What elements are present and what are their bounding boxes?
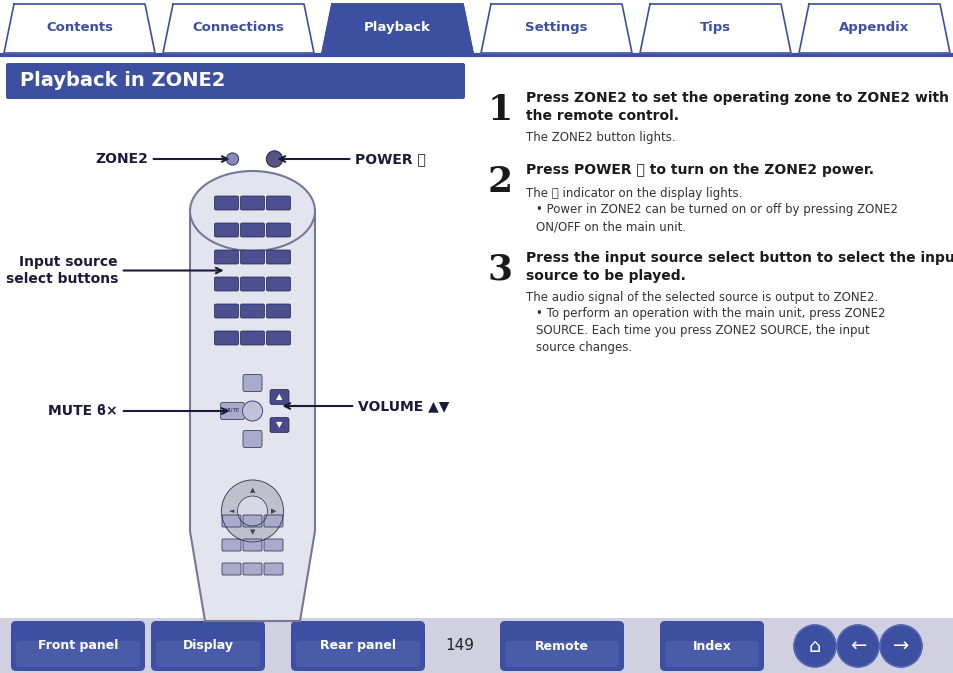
Text: Rear panel: Rear panel (319, 639, 395, 653)
FancyBboxPatch shape (266, 277, 291, 291)
Text: 1: 1 (488, 93, 513, 127)
Polygon shape (480, 4, 631, 53)
Text: MUTE: MUTE (225, 409, 240, 413)
Text: 3: 3 (488, 253, 513, 287)
Polygon shape (163, 4, 314, 53)
FancyBboxPatch shape (222, 515, 241, 527)
FancyBboxPatch shape (243, 539, 262, 551)
Text: ▶: ▶ (271, 508, 276, 514)
Text: Remote: Remote (535, 639, 588, 653)
Text: ▲: ▲ (250, 487, 254, 493)
FancyBboxPatch shape (243, 431, 262, 448)
Text: ←: ← (849, 637, 865, 656)
FancyBboxPatch shape (291, 621, 424, 671)
Text: ⌂: ⌂ (808, 637, 821, 656)
FancyBboxPatch shape (264, 563, 283, 575)
Text: • To perform an operation with the main unit, press ZONE2
SOURCE. Each time you : • To perform an operation with the main … (536, 307, 884, 354)
FancyBboxPatch shape (11, 621, 145, 671)
FancyBboxPatch shape (156, 641, 260, 667)
Text: Press ZONE2 to set the operating zone to ZONE2 with
the remote control.: Press ZONE2 to set the operating zone to… (525, 91, 948, 123)
FancyBboxPatch shape (664, 641, 759, 667)
Text: The ZONE2 button lights.: The ZONE2 button lights. (525, 131, 675, 144)
FancyBboxPatch shape (151, 621, 265, 671)
Text: Front panel: Front panel (38, 639, 118, 653)
FancyBboxPatch shape (266, 223, 291, 237)
Polygon shape (322, 4, 473, 53)
FancyBboxPatch shape (222, 539, 241, 551)
FancyBboxPatch shape (240, 196, 264, 210)
Text: The ㎣ indicator on the display lights.: The ㎣ indicator on the display lights. (525, 187, 741, 200)
FancyBboxPatch shape (266, 196, 291, 210)
Text: Display: Display (182, 639, 233, 653)
Text: VOLUME ▲▼: VOLUME ▲▼ (284, 399, 449, 413)
Text: Press the input source select button to select the input
source to be played.: Press the input source select button to … (525, 251, 953, 283)
Text: ◄: ◄ (229, 508, 233, 514)
Text: Appendix: Appendix (839, 21, 908, 34)
FancyBboxPatch shape (243, 563, 262, 575)
FancyBboxPatch shape (243, 515, 262, 527)
FancyBboxPatch shape (240, 304, 264, 318)
Bar (0, 618, 953, 673)
Polygon shape (639, 4, 790, 53)
FancyBboxPatch shape (240, 223, 264, 237)
Text: →: → (892, 637, 908, 656)
FancyBboxPatch shape (295, 641, 419, 667)
Polygon shape (190, 211, 314, 621)
Text: 2: 2 (488, 165, 513, 199)
FancyBboxPatch shape (264, 539, 283, 551)
FancyBboxPatch shape (240, 331, 264, 345)
Text: Press POWER ⏻ to turn on the ZONE2 power.: Press POWER ⏻ to turn on the ZONE2 power… (525, 163, 873, 177)
Text: Playback in ZONE2: Playback in ZONE2 (20, 71, 225, 90)
FancyBboxPatch shape (214, 277, 238, 291)
Text: Index: Index (692, 639, 731, 653)
FancyBboxPatch shape (220, 402, 244, 419)
Text: Input source
select buttons: Input source select buttons (6, 255, 221, 285)
FancyBboxPatch shape (214, 304, 238, 318)
Text: 149: 149 (445, 639, 474, 653)
Text: Settings: Settings (525, 21, 587, 34)
Circle shape (226, 153, 238, 165)
FancyBboxPatch shape (243, 374, 262, 392)
Text: Contents: Contents (46, 21, 112, 34)
Text: Playback: Playback (364, 21, 431, 34)
FancyBboxPatch shape (214, 196, 238, 210)
FancyBboxPatch shape (240, 277, 264, 291)
FancyBboxPatch shape (499, 621, 623, 671)
FancyBboxPatch shape (266, 250, 291, 264)
Text: Connections: Connections (193, 21, 284, 34)
Text: POWER ⏻: POWER ⏻ (279, 152, 425, 166)
Polygon shape (4, 4, 154, 53)
Circle shape (237, 496, 267, 526)
Text: The audio signal of the selected source is output to ZONE2.: The audio signal of the selected source … (525, 291, 878, 304)
Polygon shape (799, 4, 949, 53)
FancyBboxPatch shape (659, 621, 763, 671)
Circle shape (266, 151, 282, 167)
FancyBboxPatch shape (264, 515, 283, 527)
Text: • Power in ZONE2 can be turned on or off by pressing ZONE2
ON/OFF on the main un: • Power in ZONE2 can be turned on or off… (536, 203, 897, 233)
Circle shape (836, 625, 878, 667)
Circle shape (879, 625, 921, 667)
Text: Tips: Tips (700, 21, 730, 34)
Circle shape (793, 625, 835, 667)
Text: ZONE2: ZONE2 (95, 152, 227, 166)
FancyBboxPatch shape (504, 641, 618, 667)
Text: ▲: ▲ (276, 392, 282, 402)
FancyBboxPatch shape (16, 641, 140, 667)
FancyBboxPatch shape (240, 250, 264, 264)
FancyBboxPatch shape (214, 331, 238, 345)
FancyBboxPatch shape (214, 223, 238, 237)
FancyBboxPatch shape (214, 250, 238, 264)
FancyBboxPatch shape (222, 563, 241, 575)
Text: ▼: ▼ (276, 421, 282, 429)
FancyBboxPatch shape (6, 63, 464, 99)
FancyBboxPatch shape (266, 331, 291, 345)
Ellipse shape (190, 171, 314, 251)
Circle shape (221, 480, 283, 542)
Text: ▼: ▼ (250, 529, 254, 535)
FancyBboxPatch shape (266, 304, 291, 318)
Circle shape (242, 401, 262, 421)
Text: MUTE ϐ×: MUTE ϐ× (49, 404, 227, 418)
FancyBboxPatch shape (270, 390, 289, 404)
FancyBboxPatch shape (270, 417, 289, 433)
